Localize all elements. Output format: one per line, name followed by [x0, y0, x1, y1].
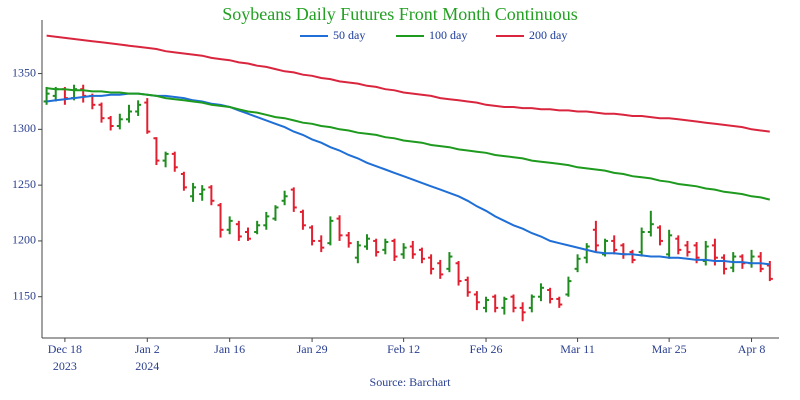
ohlc-bar [309, 225, 316, 246]
ohlc-bar [592, 220, 599, 253]
ohlc-bar [318, 235, 325, 253]
ohlc-bar [656, 225, 663, 246]
ohlc-bar [611, 235, 618, 255]
ohlc-bar [446, 252, 453, 273]
ohlc-bar [437, 259, 444, 279]
ohlc-bar [766, 261, 773, 282]
x-tick-label: Dec 18 2023 [48, 342, 82, 373]
ohlc-bar [98, 102, 105, 123]
ohlc-bar [226, 216, 233, 235]
ohlc-bar [510, 294, 517, 313]
y-tick-label: 1300 [12, 121, 36, 135]
ohlc-bar [391, 238, 398, 262]
ohlc-bar [373, 238, 380, 257]
ma-line [46, 34, 770, 133]
ohlc-bar [345, 232, 352, 248]
ohlc-bar [409, 240, 416, 259]
ohlc-bar [80, 84, 87, 103]
ohlc-bar [199, 185, 206, 201]
ohlc-bar [492, 294, 499, 313]
ohlc-bar [666, 229, 673, 259]
ohlc-bar [171, 151, 178, 172]
ohlc-bar [217, 202, 224, 238]
ohlc-bar [43, 86, 50, 105]
x-tick-label: Jan 29 [297, 342, 328, 356]
x-tick-label: Jan 2 2024 [135, 342, 160, 373]
ohlc-bar [364, 234, 371, 250]
ohlc-bar [263, 211, 270, 230]
ohlc-bar [574, 254, 581, 273]
ma-line [46, 87, 771, 201]
ohlc-bar [244, 227, 251, 241]
ohlc-bar [483, 296, 490, 313]
ohlc-bar [116, 113, 123, 130]
legend-label: 200 day [529, 28, 567, 42]
ohlc-bar [565, 276, 572, 297]
ohlc-bar [519, 302, 526, 322]
ohlc-bar [455, 261, 462, 286]
ohlc-bar [629, 249, 636, 264]
ohlc-bar [400, 243, 407, 259]
y-tick-label: 1350 [12, 65, 36, 79]
ohlc-bar [208, 185, 215, 206]
ohlc-bar [757, 252, 764, 273]
ohlc-bar [537, 283, 544, 302]
ohlc-bar [354, 240, 361, 264]
x-tick-label: Mar 25 [652, 342, 687, 356]
x-tick-label: Feb 12 [387, 342, 420, 356]
chart-title: Soybeans Daily Futures Front Month Conti… [222, 4, 578, 24]
legend-label: 50 day [333, 28, 365, 42]
ohlc-bar [336, 215, 343, 241]
ohlc-bar [107, 115, 114, 131]
ohlc-bar [620, 243, 627, 259]
ohlc-bar [638, 227, 645, 257]
ohlc-bar [135, 100, 142, 116]
ma-line [46, 92, 770, 266]
ohlc-bar [428, 254, 435, 275]
ohlc-bar [556, 296, 563, 308]
x-tick-label: Jan 16 [214, 342, 245, 356]
x-tick-label: Feb 26 [470, 342, 503, 356]
ohlc-bar [190, 182, 197, 202]
y-tick-label: 1200 [12, 233, 36, 247]
x-tick-label: Mar 11 [560, 342, 595, 356]
x-tick-label: Apr 8 [738, 342, 766, 356]
ohlc-bar [180, 171, 187, 191]
ohlc-bar [684, 240, 691, 257]
ohlc-bar [702, 240, 709, 266]
legend-label: 100 day [429, 28, 467, 42]
ohlc-bar [272, 205, 279, 221]
ohlc-bar [235, 220, 242, 241]
ohlc-bar [125, 104, 132, 123]
ohlc-bar [162, 151, 169, 168]
ohlc-bar [647, 210, 654, 237]
ohlc-bar [144, 98, 151, 134]
ohlc-bar [382, 238, 389, 255]
y-tick-label: 1150 [12, 288, 36, 302]
y-tick-label: 1250 [12, 177, 36, 191]
ohlc-bar [501, 296, 508, 315]
ohlc-bar [547, 287, 554, 304]
ohlc-bar [299, 209, 306, 230]
ohlc-bar [464, 276, 471, 297]
ohlc-bar [290, 187, 297, 212]
ohlc-bar [327, 216, 334, 246]
ohlc-bar [418, 247, 425, 264]
ohlc-bar [281, 190, 288, 206]
ohlc-bar [473, 291, 480, 311]
ohlc-bar [721, 254, 728, 275]
source-note: Source: Barchart [370, 375, 452, 389]
ohlc-bar [675, 235, 682, 255]
ohlc-bar [583, 243, 590, 264]
ohlc-bar [153, 137, 160, 166]
ohlc-bar [254, 220, 261, 235]
ohlc-bar [528, 294, 535, 313]
ohlc-bar [748, 249, 755, 268]
